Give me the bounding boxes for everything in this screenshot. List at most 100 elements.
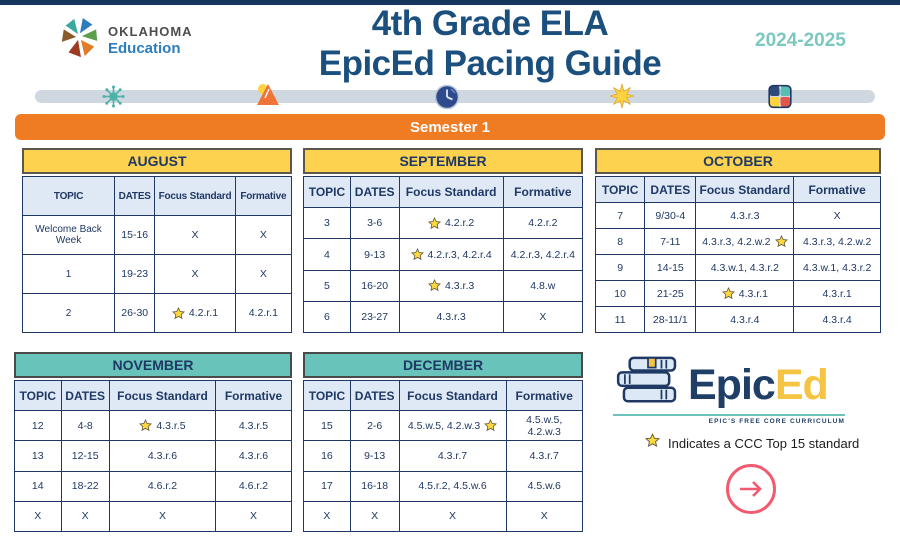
month-table-november: NOVEMBER TOPIC DATES Focus Standard Formati…: [14, 352, 292, 532]
focus-standard-cell: 4.6.r.2: [108, 471, 215, 501]
ccc-star-icon: [171, 306, 185, 319]
dates-cell: 18-22: [60, 471, 109, 501]
school-year: 2024-2025: [755, 30, 846, 51]
column-header: TOPIC: [19, 388, 56, 403]
dates-cell: 16-18: [349, 471, 399, 501]
focus-standard-cell: 4.3.r.3, 4.2.w.2: [695, 229, 793, 254]
starburst-icon: [609, 83, 635, 114]
dates-cell: 9/30-4: [644, 203, 695, 228]
topic-cell: 2: [65, 307, 72, 319]
column-header-row: TOPIC DATES Focus Standard Formative: [304, 177, 582, 208]
epiced-logo: EpicEd EPIC'S FREE CORE CURRICULUM: [613, 356, 845, 425]
sunburst-icon: [102, 85, 125, 113]
dates-cell: 21-25: [644, 281, 695, 306]
table-row: 6 23-27 4.3.r.3 X: [304, 300, 582, 333]
epiced-underline: [613, 414, 845, 416]
table-row: Welcome Back Week 15-16 X X: [23, 215, 291, 254]
dates-cell: 14-15: [644, 255, 695, 280]
column-header: Formative: [502, 177, 582, 208]
dates-cell: 15-16: [114, 216, 154, 254]
topic-cell: 9: [617, 261, 624, 274]
focus-standard-cell: X: [154, 216, 234, 254]
topic-cell: 13: [31, 450, 44, 462]
dates-cell: 3-6: [349, 208, 399, 239]
dates-cell: 28-11/1: [644, 307, 695, 332]
focus-standard-cell: 4.3.r.7: [398, 441, 506, 471]
month-title: NOVEMBER: [14, 352, 292, 378]
oklahoma-star-icon: [58, 16, 100, 65]
books-icon: [613, 356, 683, 413]
table-row: 5 16-20 4.3.r.3 4.8.w: [304, 269, 582, 301]
table-row: 15 2-6 4.5.w.5, 4.2.w.3 4.5.w.5, 4.2.w.3: [304, 410, 582, 441]
column-header: Formative: [234, 177, 291, 215]
formative-cell: 4.6.r.2: [215, 471, 291, 501]
topic-cell: 16: [321, 450, 333, 462]
month-table-body: TOPIC DATES Focus Standard Formative Welcome…: [22, 176, 292, 333]
column-header-row: TOPIC DATES Focus Standard Formative: [15, 381, 291, 411]
formative-cell: 4.3.r.4: [793, 307, 880, 332]
formative-cell: 4.2.r.2: [502, 208, 582, 239]
dates-cell: 7-11: [644, 229, 695, 254]
formative-cell: 4.3.r.7: [505, 441, 582, 471]
page-title: 4th Grade ELA EpicEd Pacing Guide: [230, 4, 750, 84]
formative-cell: 4.5.w.5, 4.2.w.3: [505, 411, 582, 441]
formative-cell: 4.2.r.3, 4.2.r.4: [502, 239, 582, 270]
semester-banner: Semester 1: [15, 114, 885, 140]
month-title: AUGUST: [22, 148, 292, 174]
clock-icon: [434, 84, 460, 115]
formative-cell: 4.3.w.1, 4.3.r.2: [793, 255, 880, 280]
next-page-button[interactable]: [726, 464, 776, 514]
column-header: TOPIC: [601, 182, 639, 197]
table-row: 8 7-11 4.3.r.3, 4.2.w.2 4.3.r.3, 4.2.w.2: [596, 228, 880, 254]
ccc-star-icon: [644, 433, 661, 453]
topic-cell: 11: [614, 313, 626, 326]
focus-standard-cell: 4.3.r.3: [695, 203, 793, 228]
column-header: Formative: [793, 177, 880, 202]
formative-cell: 4.3.r.5: [215, 411, 291, 441]
column-header: Focus Standard: [154, 177, 234, 215]
focus-standard-cell: 4.3.r.3: [398, 301, 503, 333]
column-header: DATES: [60, 381, 109, 411]
epiced-brand-secondary: Ed: [774, 360, 829, 409]
column-header-row: TOPIC DATES Focus Standard Formative: [304, 381, 582, 411]
table-row: 16 9-13 4.3.r.7 4.3.r.7: [304, 440, 582, 471]
column-header: TOPIC: [308, 185, 346, 200]
table-row: 10 21-25 4.3.r.1 4.3.r.1: [596, 280, 880, 306]
focus-standard-cell: 4.2.r.3, 4.2.r.4: [398, 239, 503, 270]
semester-label: Semester 1: [409, 118, 491, 136]
dates-cell: 12-15: [60, 441, 109, 471]
epiced-brand-primary: Epic: [688, 360, 776, 409]
topic-cell: 17: [321, 480, 333, 493]
ccc-star-icon: [428, 279, 442, 292]
dates-cell: 26-30: [114, 294, 154, 332]
topic-cell: X: [34, 510, 42, 523]
epiced-tagline: EPIC'S FREE CORE CURRICULUM: [708, 418, 845, 425]
formative-cell: 4.5.w.6: [505, 471, 582, 501]
focus-standard-cell: X: [154, 255, 234, 293]
table-row: 4 9-13 4.2.r.3, 4.2.r.4 4.2.r.3, 4.2.r.4: [304, 238, 582, 270]
topic-cell: Welcome Back Week: [35, 224, 102, 246]
dates-cell: 9-13: [349, 239, 399, 270]
column-header-row: TOPIC DATES Focus Standard Formative: [23, 177, 291, 215]
month-table-body: TOPIC DATES Focus Standard Formative 15 2-6 4.…: [303, 380, 583, 532]
ccc-star-legend: Indicates a CCC Top 15 standard: [644, 433, 860, 453]
formative-cell: X: [234, 216, 291, 254]
dates-cell: 23-27: [349, 301, 399, 333]
legend-text: Indicates a CCC Top 15 standard: [668, 435, 860, 451]
topic-cell: 12: [31, 419, 44, 432]
dates-cell: 4-8: [60, 411, 109, 441]
topic-cell: 8: [617, 235, 624, 248]
mountain-icon: [256, 82, 280, 111]
focus-standard-cell: 4.3.r.5: [108, 411, 215, 441]
focus-standard-cell: 4.3.r.6: [108, 441, 215, 471]
month-table-body: TOPIC DATES Focus Standard Formative 3 3-6 4.2…: [303, 176, 583, 333]
month-title: DECEMBER: [303, 352, 583, 378]
dates-cell: 9-13: [349, 441, 399, 471]
month-table-body: TOPIC DATES Focus Standard Formative 12 4-8 4.…: [14, 380, 292, 532]
epiced-wordmark: EpicEd: [688, 359, 829, 411]
table-row: 14 18-22 4.6.r.2 4.6.r.2: [15, 470, 291, 501]
formative-cell: 4.3.r.3, 4.2.w.2: [793, 229, 880, 254]
dates-cell: 16-20: [349, 270, 399, 301]
